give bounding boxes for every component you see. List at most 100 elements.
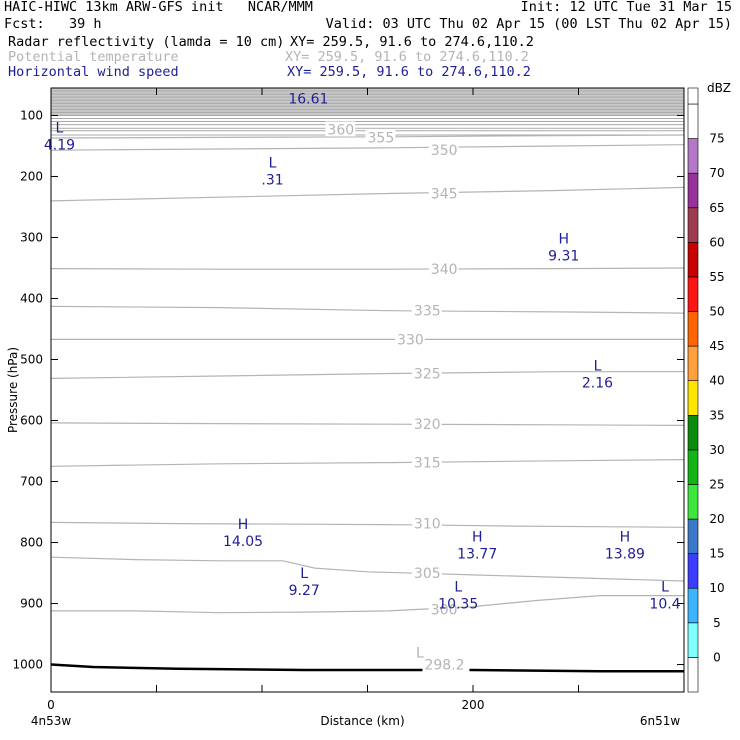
wind-extremum-marker: L	[594, 359, 602, 375]
isentrope-label-bg	[428, 142, 459, 158]
colorbar-level-label: 30	[709, 443, 724, 457]
isentropes-layer	[50, 127, 685, 614]
colorbar-segment	[687, 553, 699, 589]
header-init: Init: 12 UTC Tue 31 Mar 15	[520, 0, 732, 15]
colorbar-level-label: 10	[709, 581, 724, 595]
colorbar-level-label: 70	[709, 166, 724, 180]
isentrope-label: 298.2	[424, 658, 464, 674]
isentrope-label-bg	[365, 129, 396, 145]
wind-extremum-value: .31	[261, 172, 283, 188]
isentrope-label-bg	[422, 656, 470, 672]
colorbar-segment	[687, 103, 699, 139]
colorbar-segment	[687, 345, 699, 382]
y-tick-label: 300	[20, 230, 43, 244]
isentrope-label: 355	[368, 130, 395, 146]
colorbar-segment	[687, 484, 699, 520]
axis-ticks: 100 200 300 400 500 600 700 800 900 1000 0 200	[12, 88, 685, 712]
isentrope-label: 300	[431, 603, 458, 619]
colorbar-level-label: 40	[709, 374, 724, 388]
wind-extremum-marker: L	[454, 579, 462, 595]
wind-extremum-marker: H	[472, 529, 483, 545]
wind-extremum-marker: L	[269, 155, 277, 171]
isentrope-label-bg	[428, 261, 459, 277]
wind-extremum-marker: H	[238, 517, 249, 533]
colorbar-top-cap	[687, 87, 699, 105]
isentrope-line	[50, 371, 684, 379]
colorbar-level-label: 35	[709, 408, 724, 422]
surface-layer	[50, 663, 684, 673]
y-tick-label: 600	[20, 414, 43, 428]
colorbar-segment	[687, 587, 699, 624]
isentrope-line	[50, 521, 685, 528]
colorbar-level-label: 60	[709, 235, 724, 249]
isentrope-label-bg	[411, 454, 442, 470]
wind-extremum-value: 4.19	[44, 138, 75, 154]
isentrope-label: 315	[414, 456, 441, 472]
header-valid: Valid: 03 UTC Thu 02 Apr 15 (00 LST Thu …	[325, 16, 732, 32]
x-tick-label: 200	[462, 698, 485, 712]
isentrope-label-bg	[411, 515, 442, 531]
field-reflectivity-name: Radar reflectivity (lamda = 10 cm)	[8, 34, 285, 50]
isentrope-line	[50, 556, 685, 582]
y-tick-label: 200	[20, 169, 43, 183]
colorbar-level-label: 65	[709, 201, 724, 215]
isentrope-label: 345	[431, 187, 458, 203]
colorbar-segment	[687, 449, 699, 485]
y-tick-label: 1000	[12, 658, 43, 672]
isentrope-label-bg	[411, 565, 442, 581]
y-tick-label: 100	[20, 108, 43, 122]
field-reflectivity-xy: XY= 259.5, 91.6 to 274.6,110.2	[290, 34, 534, 50]
colorbar-level-label: 75	[709, 132, 724, 146]
isentrope-label-bg	[411, 416, 442, 432]
colorbar-segment	[687, 242, 699, 278]
colorbar-title: dBZ	[707, 81, 731, 95]
isentrope-label: 320	[414, 417, 441, 433]
isentrope-line	[50, 144, 685, 151]
isentrope-label: 350	[431, 143, 458, 159]
y-axis-title: Pressure (hPa)	[6, 347, 20, 433]
wind-extremum-value: 10.35	[438, 596, 478, 612]
colorbar-segment	[687, 622, 699, 658]
colorbar-level-label: 15	[709, 547, 724, 561]
isentrope-label: 305	[414, 566, 441, 582]
colorbar-level-label: 25	[709, 477, 724, 491]
colorbar-segment	[687, 138, 699, 174]
wind-extremum-value: 13.89	[605, 546, 645, 562]
isentrope-label: 325	[414, 367, 441, 383]
colorbar-segment	[687, 380, 699, 416]
colorbar-level-label: 20	[709, 512, 724, 526]
colorbar-segment	[687, 311, 699, 347]
header-forecast: Fcst: 39 h	[4, 16, 102, 32]
wind-extremum-value: 9.31	[548, 249, 579, 265]
field-theta-xy: XY= 259.5, 91.6 to 274.6,110.2	[285, 49, 529, 65]
theta-min-marker: L	[416, 645, 424, 661]
field-wind-xy: XY= 259.5, 91.6 to 274.6,110.2	[287, 64, 531, 80]
colorbar-segment	[687, 207, 699, 243]
colorbar-level-label: 0	[713, 650, 721, 664]
wind-extremum-value: 2.16	[582, 376, 613, 392]
isentrope-label: 360	[327, 122, 354, 138]
field-theta-name: Potential temperature	[8, 49, 179, 65]
x-end-label-left: 4n53w	[31, 714, 72, 728]
isentrope-label: 330	[397, 332, 424, 348]
y-tick-label: 900	[20, 597, 43, 611]
y-tick-label: 800	[20, 536, 43, 550]
isentrope-label-bg	[428, 185, 459, 201]
wind-extremum-value: 16.61	[288, 91, 328, 107]
isentrope-line	[50, 186, 685, 202]
surface-pressure-line	[50, 663, 684, 673]
colorbar-level-label: 5	[713, 616, 721, 630]
chart-labels: 298.2L3003053103153203253303353403453503…	[6, 91, 681, 728]
wind-extremum-marker: H	[558, 232, 569, 248]
y-tick-label: 500	[20, 352, 43, 366]
colorbar-segment	[687, 276, 699, 312]
isentrope-label: 340	[431, 262, 458, 278]
wind-extremum-marker: L	[661, 579, 669, 595]
isentrope-label-bg	[428, 601, 459, 617]
y-tick-label: 400	[20, 291, 43, 305]
wind-extremum-value: 14.05	[223, 534, 263, 550]
isentrope-label: 310	[414, 517, 441, 533]
x-end-label-right: 6n51w	[640, 714, 681, 728]
wind-extremum-marker: H	[620, 529, 631, 545]
isentrope-label-bg	[325, 121, 356, 137]
